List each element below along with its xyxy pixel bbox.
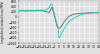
Y-axis label: Longitudinal residual stress (MPa): Longitudinal residual stress (MPa) xyxy=(1,1,5,43)
